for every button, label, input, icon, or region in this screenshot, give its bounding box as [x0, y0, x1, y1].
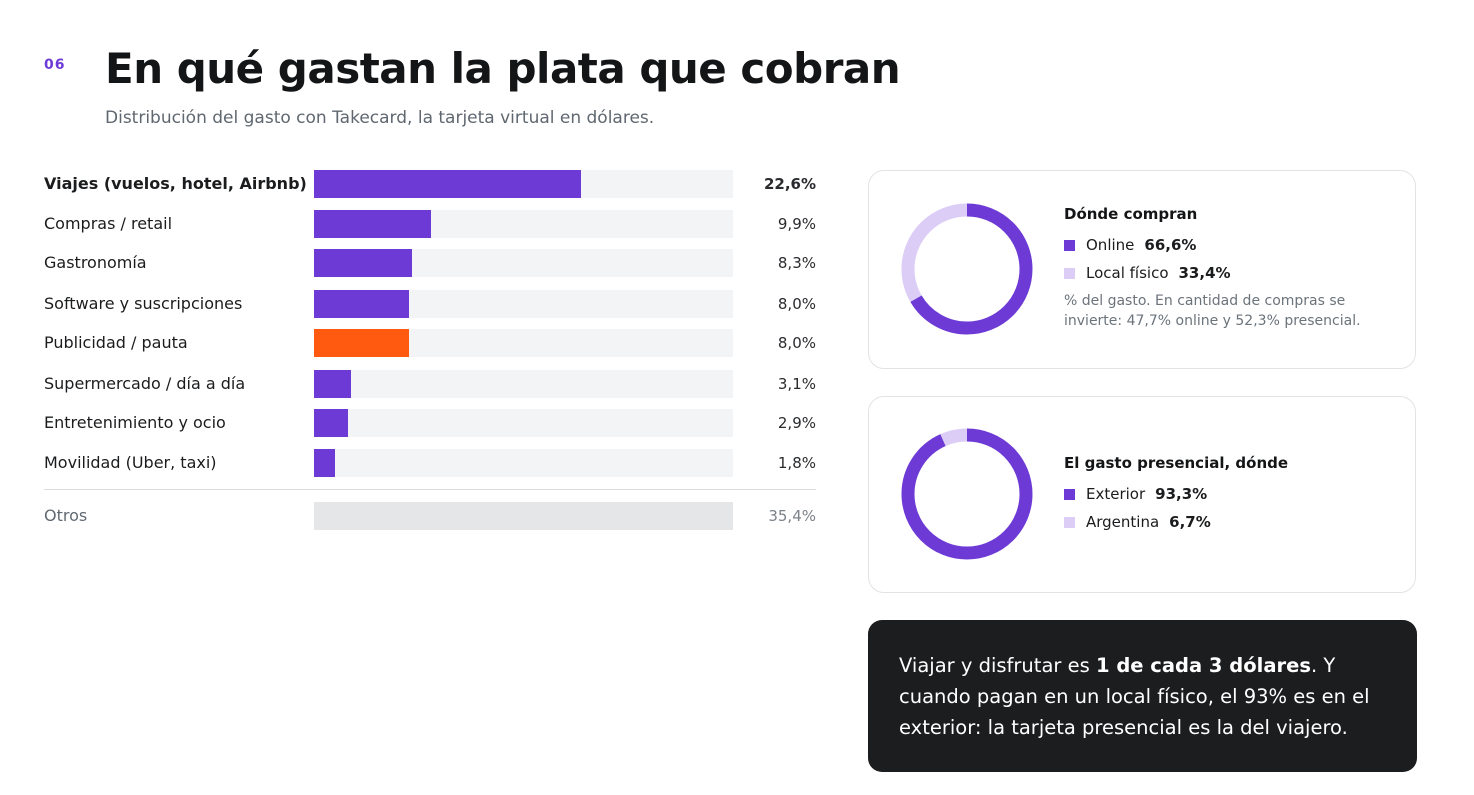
- bar-track: [314, 210, 733, 238]
- legend-label: Local físico: [1086, 264, 1169, 282]
- bar-value-label: 22,6%: [763, 175, 816, 193]
- bar-row: Viajes (vuelos, hotel, Airbnb) 22,6%: [44, 170, 816, 198]
- legend-swatch: [1064, 516, 1075, 528]
- legend-item-exterior: Exterior 93,3%: [1064, 484, 1288, 504]
- bar: [314, 409, 349, 437]
- legend-swatch: [1064, 488, 1075, 500]
- legend-label: Argentina: [1086, 513, 1160, 531]
- legend-item-online: Online 66,6%: [1064, 235, 1384, 255]
- legend-swatch: [1064, 239, 1075, 251]
- bar-value-label: 3,1%: [777, 375, 816, 393]
- bar-row: Publicidad / pauta 8,0%: [44, 329, 816, 357]
- gasto-presencial-card: El gasto presencial, dónde Exterior 93,3…: [868, 396, 1416, 593]
- legend-item-local-fisico: Local físico 33,4%: [1064, 263, 1384, 283]
- bar-row-otros: Otros 35,4%: [44, 502, 816, 530]
- legend-value: 66,6%: [1144, 236, 1197, 254]
- legend-swatch: [1064, 267, 1075, 279]
- bar-label: Movilidad (Uber, taxi): [44, 453, 217, 472]
- legend-value: 6,7%: [1169, 513, 1211, 531]
- legend-item-argentina: Argentina 6,7%: [1064, 512, 1288, 532]
- bar-row: Movilidad (Uber, taxi) 1,8%: [44, 449, 816, 477]
- bar-value-label: 8,3%: [777, 254, 816, 272]
- bar-value-label: 1,8%: [777, 454, 816, 472]
- bar-track: [314, 502, 733, 530]
- bar: [314, 210, 432, 238]
- bar: [314, 329, 409, 357]
- bar-row: Entretenimiento y ocio 2,9%: [44, 409, 816, 437]
- callout-highlight: 1 de cada 3 dólares: [1095, 654, 1311, 677]
- bar-value-label: 9,9%: [777, 215, 816, 233]
- bar: [314, 290, 409, 318]
- bar-track: [314, 249, 733, 277]
- callout-box: Viajar y disfrutar es 1 de cada 3 dólare…: [868, 620, 1417, 772]
- legend-value: 93,3%: [1155, 485, 1208, 503]
- bar-track: [314, 370, 733, 398]
- donde-compran-donut: [901, 203, 1033, 335]
- bar: [314, 249, 413, 277]
- bar-label: Otros: [44, 506, 88, 525]
- card-title: Dónde compran: [1064, 205, 1198, 223]
- bar-label: Entretenimiento y ocio: [44, 413, 226, 432]
- bar-value-label: 8,0%: [777, 334, 816, 352]
- bar-row: Supermercado / día a día 3,1%: [44, 370, 816, 398]
- bar: [314, 170, 582, 198]
- otros-divider: [44, 489, 816, 490]
- donut-slice-argentina: [901, 428, 1033, 560]
- bar-label: Gastronomía: [44, 253, 147, 272]
- bar-label: Compras / retail: [44, 214, 173, 233]
- bar: [314, 502, 733, 530]
- bar-label: Supermercado / día a día: [44, 374, 246, 393]
- callout-text: Viajar y disfrutar es: [899, 654, 1096, 677]
- bar-row: Compras / retail 9,9%: [44, 210, 816, 238]
- bar-value-label: 2,9%: [777, 414, 816, 432]
- legend-label: Exterior: [1086, 485, 1146, 503]
- page-subtitle: Distribución del gasto con Takecard, la …: [105, 108, 655, 128]
- callout-text-end: . Y cuando pagan en un local físico, el …: [899, 654, 1370, 739]
- bar-value-label: 8,0%: [777, 295, 816, 313]
- bar-track: [314, 409, 733, 437]
- page-title: En qué gastan la plata que cobran: [105, 44, 901, 93]
- donde-compran-card: Dónde compran Online 66,6% Local físico …: [868, 170, 1416, 369]
- donut-slice-exterior: [901, 428, 1033, 560]
- bar-track: [314, 449, 733, 477]
- bar-track: [314, 170, 733, 198]
- card-title: El gasto presencial, dónde: [1064, 454, 1289, 472]
- bar-label: Viajes (vuelos, hotel, Airbnb): [44, 174, 307, 193]
- bar: [314, 449, 336, 477]
- bar-row: Software y suscripciones 8,0%: [44, 290, 816, 318]
- card-note: % del gasto. En cantidad de compras se i…: [1064, 293, 1361, 329]
- legend-label: Online: [1086, 236, 1135, 254]
- bar-label: Software y suscripciones: [44, 294, 243, 313]
- bar-track: [314, 290, 733, 318]
- gasto-presencial-donut: [901, 428, 1033, 560]
- legend-value: 33,4%: [1178, 264, 1231, 282]
- page-number: 06: [44, 57, 66, 73]
- bar-value-label: 35,4%: [768, 507, 816, 525]
- bar: [314, 370, 351, 398]
- donut-slice-local-f-sico: [901, 203, 1033, 335]
- bar-row: Gastronomía 8,3%: [44, 249, 816, 277]
- bar-track: [314, 329, 733, 357]
- bar-label: Publicidad / pauta: [44, 333, 188, 352]
